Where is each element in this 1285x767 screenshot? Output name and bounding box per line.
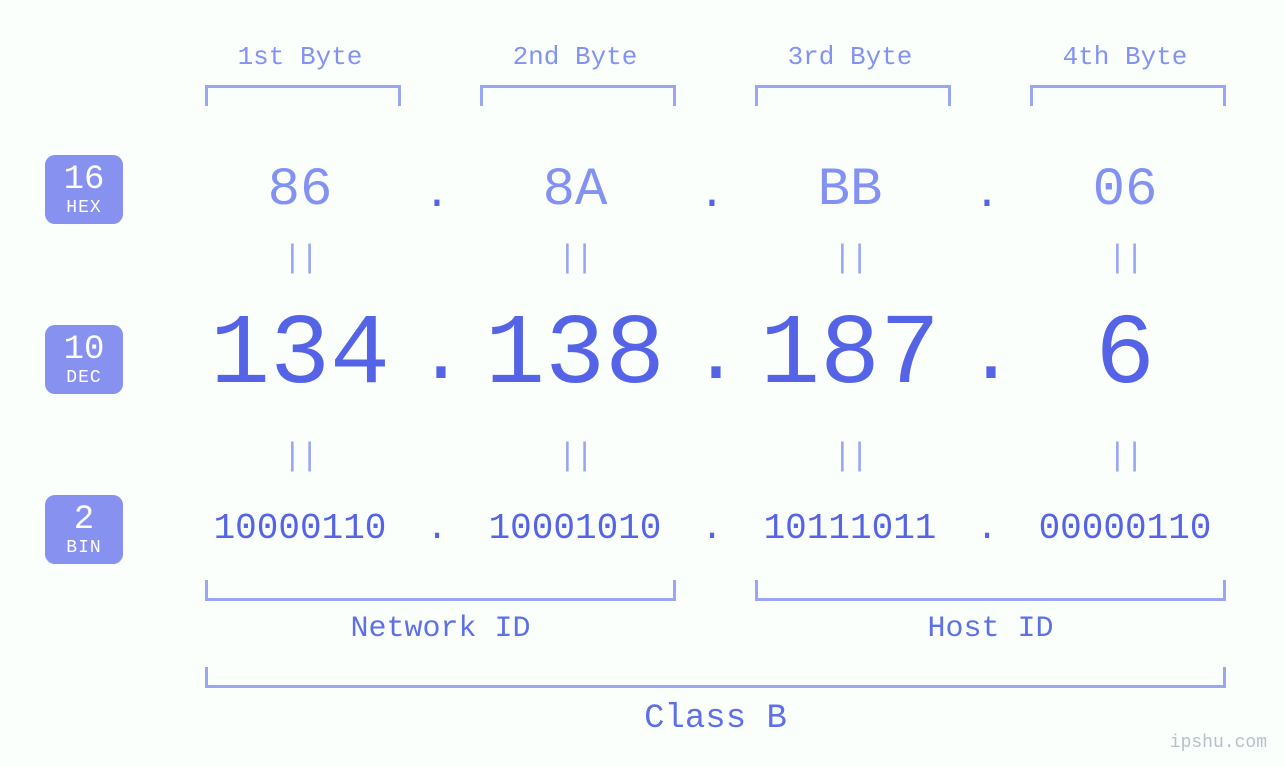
top-bracket-4	[1030, 85, 1226, 106]
equals-2-2: ||	[475, 438, 675, 475]
bin-dot-2: .	[697, 508, 727, 549]
hex-dot-2: .	[697, 170, 727, 220]
equals-1-1: ||	[200, 240, 400, 277]
equals-1-3: ||	[750, 240, 950, 277]
top-bracket-1	[205, 85, 401, 106]
top-bracket-3	[755, 85, 951, 106]
equals-2-4: ||	[1025, 438, 1225, 475]
dec-byte-3: 187	[715, 300, 985, 413]
bin-byte-3: 10111011	[715, 508, 985, 549]
dec-dot-2: .	[692, 312, 732, 403]
equals-2-1: ||	[200, 438, 400, 475]
dec-byte-4: 6	[990, 300, 1260, 413]
badge-dec-name: DEC	[45, 369, 123, 388]
badge-hex-number: 16	[45, 163, 123, 199]
hex-byte-4: 06	[1025, 160, 1225, 221]
equals-1-2: ||	[475, 240, 675, 277]
equals-1-4: ||	[1025, 240, 1225, 277]
bin-byte-2: 10001010	[440, 508, 710, 549]
dec-dot-3: .	[967, 312, 1007, 403]
hex-byte-2: 8A	[475, 160, 675, 221]
host-bracket	[755, 580, 1226, 601]
badge-dec: 10 DEC	[45, 325, 123, 394]
hex-dot-1: .	[422, 170, 452, 220]
byte-label-2: 2nd Byte	[475, 42, 675, 72]
badge-dec-number: 10	[45, 333, 123, 369]
network-bracket	[205, 580, 676, 601]
watermark: ipshu.com	[1170, 733, 1267, 753]
badge-hex-name: HEX	[45, 199, 123, 218]
badge-bin-name: BIN	[45, 539, 123, 558]
class-bracket	[205, 667, 1226, 688]
bin-byte-4: 00000110	[990, 508, 1260, 549]
badge-hex: 16 HEX	[45, 155, 123, 224]
dec-dot-1: .	[417, 312, 457, 403]
class-label: Class B	[205, 700, 1226, 738]
dec-byte-2: 138	[440, 300, 710, 413]
byte-label-4: 4th Byte	[1025, 42, 1225, 72]
top-bracket-2	[480, 85, 676, 106]
bin-byte-1: 10000110	[165, 508, 435, 549]
network-id-label: Network ID	[205, 612, 676, 646]
bin-dot-3: .	[972, 508, 1002, 549]
badge-bin: 2 BIN	[45, 495, 123, 564]
hex-dot-3: .	[972, 170, 1002, 220]
badge-bin-number: 2	[45, 503, 123, 539]
byte-label-3: 3rd Byte	[750, 42, 950, 72]
host-id-label: Host ID	[755, 612, 1226, 646]
dec-byte-1: 134	[165, 300, 435, 413]
byte-label-1: 1st Byte	[200, 42, 400, 72]
bin-dot-1: .	[422, 508, 452, 549]
equals-2-3: ||	[750, 438, 950, 475]
hex-byte-3: BB	[750, 160, 950, 221]
hex-byte-1: 86	[200, 160, 400, 221]
